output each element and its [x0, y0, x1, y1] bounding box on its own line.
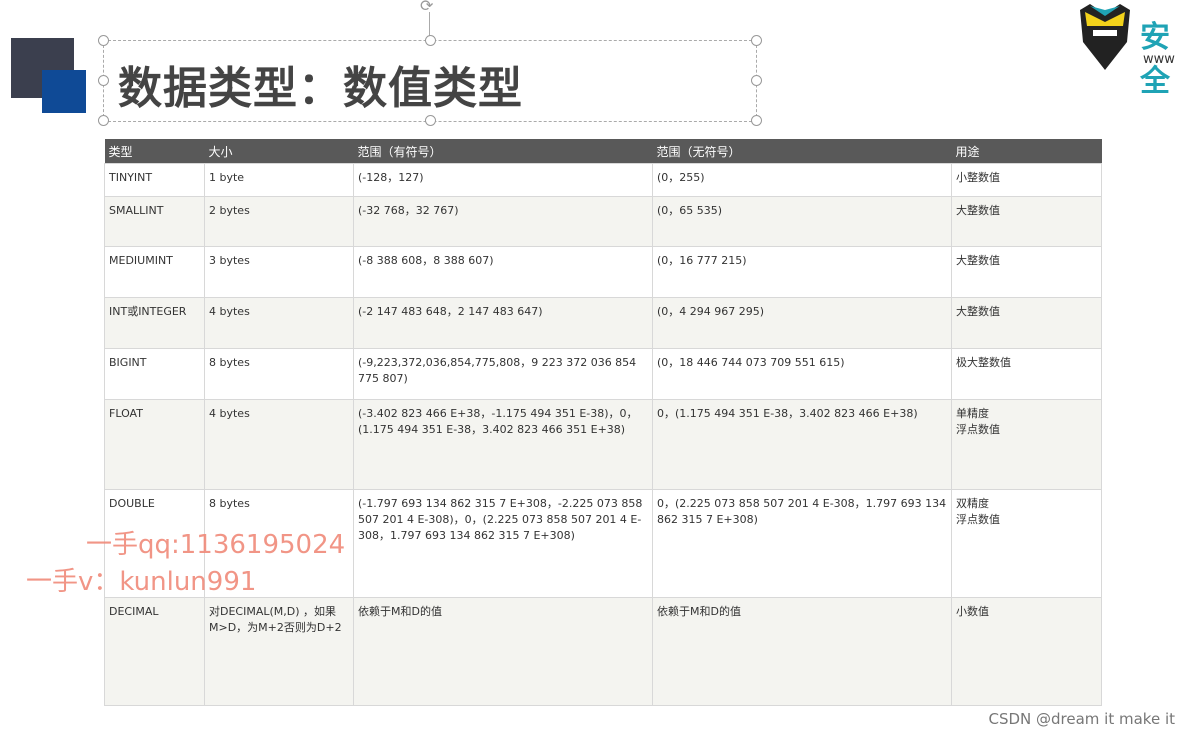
table-cell: 对DECIMAL(M,D) ，如果M>D，为M+2否则为D+2: [204, 597, 354, 706]
table-cell: TINYINT: [104, 163, 205, 197]
table-cell: (-2 147 483 648，2 147 483 647): [353, 297, 653, 349]
table-cell: 0，(1.175 494 351 E-38，3.402 823 466 E+38…: [652, 399, 952, 490]
table-row: SMALLINT 2 bytes (-32 768，32 767) (0，65 535…: [104, 196, 1102, 247]
table-cell: 大整数值: [951, 246, 1102, 298]
table-cell: 大整数值: [951, 297, 1102, 349]
table-cell: 2 bytes: [204, 196, 354, 247]
table-cell: 小数值: [951, 597, 1102, 706]
resize-handle[interactable]: [98, 75, 109, 86]
table-cell: 依赖于M和D的值: [353, 597, 653, 706]
shield-logo-icon: [1080, 4, 1130, 70]
table-cell: 4 bytes: [204, 399, 354, 490]
rotate-handle-icon[interactable]: ⟳: [420, 0, 434, 15]
resize-handle[interactable]: [425, 35, 436, 46]
table-cell: 单精度 浮点数值: [951, 399, 1102, 490]
rotate-line: [429, 12, 430, 40]
watermark-v: 一手v：kunlun991: [26, 567, 257, 597]
resize-handle[interactable]: [751, 35, 762, 46]
logo-url: www: [1143, 52, 1175, 67]
slide-title[interactable]: 数据类型：数值类型: [118, 63, 523, 114]
header-unsigned-range: 范围（无符号）: [652, 139, 952, 164]
table-cell: INT或INTEGER: [104, 297, 205, 349]
table-cell: 依赖于M和D的值: [652, 597, 952, 706]
table-cell: (-9,223,372,036,854,775,808，9 223 372 03…: [353, 348, 653, 400]
table-row: FLOAT 4 bytes (-3.402 823 466 E+38，-1.175 …: [104, 399, 1102, 490]
table-cell: SMALLINT: [104, 196, 205, 247]
header-usage: 用途: [951, 139, 1102, 164]
watermark-qq: 一手qq:1136195024: [86, 530, 346, 560]
table-cell: (0，255): [652, 163, 952, 197]
table-cell: 8 bytes: [204, 348, 354, 400]
table-cell: DECIMAL: [104, 597, 205, 706]
table-cell: (0，4 294 967 295): [652, 297, 952, 349]
header-signed-range: 范围（有符号）: [353, 139, 653, 164]
table-row: BIGINT 8 bytes (-9,223,372,036,854,775,808…: [104, 348, 1102, 400]
table-row: TINYINT 1 byte (-128，127) (0，255) 小整数值: [104, 163, 1102, 197]
table-cell: (0，65 535): [652, 196, 952, 247]
table-cell: (-1.797 693 134 862 315 7 E+308，-2.225 0…: [353, 489, 653, 598]
table-cell: 大整数值: [951, 196, 1102, 247]
header-size: 大小: [204, 139, 354, 164]
table-cell: 4 bytes: [204, 297, 354, 349]
resize-handle[interactable]: [98, 115, 109, 126]
table-cell: 双精度 浮点数值: [951, 489, 1102, 598]
table-row: INT或INTEGER 4 bytes (-2 147 483 648，2 147 …: [104, 297, 1102, 349]
logo-text: 安全: [1140, 20, 1170, 99]
table-cell: 1 byte: [204, 163, 354, 197]
resize-handle[interactable]: [98, 35, 109, 46]
decor-square-blue: [42, 70, 86, 113]
table-header-row: 类型 大小 范围（有符号） 范围（无符号） 用途: [104, 139, 1102, 164]
table-cell: 小整数值: [951, 163, 1102, 197]
table-cell: 极大整数值: [951, 348, 1102, 400]
table-row: DOUBLE 8 bytes (-1.797 693 134 862 315 7 E…: [104, 489, 1102, 598]
table-cell: (0，18 446 744 073 709 551 615): [652, 348, 952, 400]
table-cell: (-128，127): [353, 163, 653, 197]
resize-handle[interactable]: [425, 115, 436, 126]
table-row: MEDIUMINT 3 bytes (-8 388 608，8 388 607) (0…: [104, 246, 1102, 298]
title-selection-box[interactable]: [98, 35, 762, 126]
table-row: DECIMAL 对DECIMAL(M,D) ，如果M>D，为M+2否则为D+2 依赖…: [104, 597, 1102, 706]
header-type: 类型: [104, 139, 205, 164]
resize-handle[interactable]: [751, 75, 762, 86]
table-cell: MEDIUMINT: [104, 246, 205, 298]
table-cell: (-32 768，32 767): [353, 196, 653, 247]
table-cell: (-8 388 608，8 388 607): [353, 246, 653, 298]
resize-handle[interactable]: [751, 115, 762, 126]
csdn-credit: CSDN @dream it make it: [988, 710, 1175, 728]
table-cell: (0，16 777 215): [652, 246, 952, 298]
table-cell: 0，(2.225 073 858 507 201 4 E-308，1.797 6…: [652, 489, 952, 598]
numeric-types-table: 类型 大小 范围（有符号） 范围（无符号） 用途 TINYINT 1 byte (-…: [104, 139, 1102, 706]
table-cell: BIGINT: [104, 348, 205, 400]
table-cell: 3 bytes: [204, 246, 354, 298]
table-cell: (-3.402 823 466 E+38，-1.175 494 351 E-38…: [353, 399, 653, 490]
table-cell: FLOAT: [104, 399, 205, 490]
